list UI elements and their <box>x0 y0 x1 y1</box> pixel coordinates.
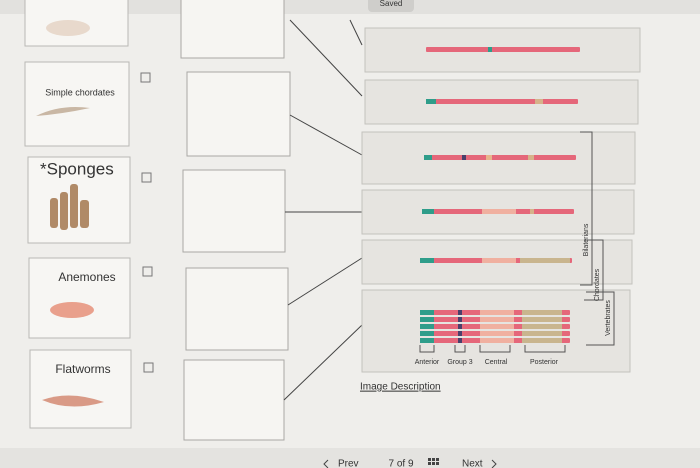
gene-band <box>458 317 462 322</box>
gene-panels <box>361 27 641 373</box>
card-image <box>46 20 90 36</box>
card-label: *Sponges <box>40 159 114 178</box>
card-label: Simple chordates <box>45 87 115 97</box>
drop-box[interactable] <box>180 0 285 59</box>
gene-band <box>522 310 562 315</box>
gene-band <box>458 338 462 343</box>
page-indicator: 7 of 9 <box>388 459 413 468</box>
card[interactable] <box>24 61 130 147</box>
grid-icon[interactable] <box>428 458 439 465</box>
card-image <box>36 107 90 116</box>
gene-band <box>420 258 434 263</box>
gene-band <box>458 331 462 336</box>
gene-bar <box>424 155 576 160</box>
bracket-label: Vertebrates <box>605 300 612 336</box>
gene-band <box>420 317 434 322</box>
axis-label: Posterior <box>530 359 559 366</box>
brackets <box>580 131 615 346</box>
gene-band <box>488 47 492 52</box>
saved-badge <box>368 0 414 12</box>
prev-chevron <box>323 459 329 468</box>
connector-lines <box>283 19 363 401</box>
gene-band <box>420 338 434 343</box>
gene-band <box>420 331 434 336</box>
card-label: Anemones <box>58 270 115 284</box>
gene-band <box>482 258 516 263</box>
axis-label: Anterior <box>415 359 440 366</box>
prev-button[interactable]: Prev <box>338 459 359 468</box>
gene-band <box>535 99 543 104</box>
note-icons <box>140 72 154 373</box>
gene-bar <box>426 99 578 104</box>
gene-band <box>522 331 562 336</box>
footer-bar <box>0 448 700 468</box>
gene-band <box>462 155 466 160</box>
image-description-link[interactable]: Image Description <box>360 382 441 393</box>
card-label: Flatworms <box>55 362 110 376</box>
card-image <box>50 302 94 318</box>
bracket-label: Bilaterians <box>583 223 590 256</box>
gene-band <box>520 258 570 263</box>
saved-status: Saved <box>380 0 403 8</box>
drop-box[interactable] <box>186 71 291 157</box>
next-button[interactable]: Next <box>462 459 483 468</box>
gene-band <box>480 324 514 329</box>
gene-band <box>482 209 516 214</box>
drop-box[interactable] <box>183 359 285 441</box>
drop-box[interactable] <box>185 267 289 351</box>
gene-band <box>458 324 462 329</box>
gene-band <box>528 155 534 160</box>
gene-band <box>480 338 514 343</box>
card-image <box>50 184 89 230</box>
gene-band <box>458 310 462 315</box>
gene-bar <box>426 47 580 52</box>
axis-label: Group 3 <box>447 359 472 366</box>
gene-band <box>522 324 562 329</box>
gene-band <box>530 209 534 214</box>
gene-band <box>480 310 514 315</box>
gene-band <box>480 317 514 322</box>
gene-band <box>486 155 492 160</box>
bracket-label: Chordates <box>594 268 601 301</box>
gene-band <box>424 155 432 160</box>
axis-label: Central <box>485 359 508 366</box>
label-ticks <box>419 345 566 353</box>
gene-band <box>426 99 436 104</box>
gene-band <box>522 317 562 322</box>
card[interactable] <box>29 349 132 429</box>
gene-band <box>480 331 514 336</box>
gene-band <box>420 310 434 315</box>
drop-box[interactable] <box>182 169 286 253</box>
card[interactable] <box>28 257 131 339</box>
card-image <box>42 395 104 407</box>
gene-band <box>422 209 434 214</box>
gene-band <box>522 338 562 343</box>
top-bar <box>0 0 700 14</box>
gene-band <box>420 324 434 329</box>
next-chevron <box>491 459 497 468</box>
card[interactable] <box>27 156 131 244</box>
